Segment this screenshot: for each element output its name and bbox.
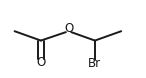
Text: Br: Br [88,57,101,70]
Text: O: O [64,22,73,35]
Text: O: O [36,56,46,68]
